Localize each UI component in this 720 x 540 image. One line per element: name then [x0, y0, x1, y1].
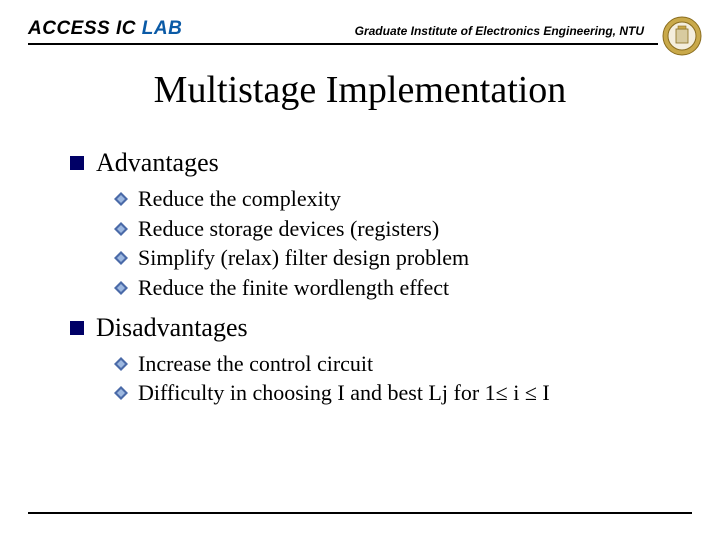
list-item-text: Reduce storage devices (registers) [138, 214, 439, 244]
list-item-text: Increase the control circuit [138, 349, 373, 379]
section-heading: Disadvantages [70, 313, 720, 343]
diamond-bullet-icon [114, 357, 128, 371]
slide-content: Advantages Reduce the complexity Reduce … [0, 112, 720, 408]
list-item: Reduce the complexity [114, 184, 720, 214]
square-bullet-icon [70, 156, 84, 170]
list-item-text: Reduce the finite wordlength effect [138, 273, 449, 303]
diamond-bullet-icon [114, 386, 128, 400]
section-heading-text: Disadvantages [96, 313, 248, 343]
list-item: Reduce the finite wordlength effect [114, 273, 720, 303]
header-rule [28, 43, 658, 45]
institute-name: Graduate Institute of Electronics Engine… [355, 24, 644, 40]
diamond-bullet-icon [114, 192, 128, 206]
list-item-text: Simplify (relax) filter design problem [138, 243, 469, 273]
lab-name: ACCESS IC LAB [28, 18, 182, 40]
diamond-bullet-icon [114, 251, 128, 265]
slide-header: ACCESS IC LAB Graduate Institute of Elec… [0, 0, 720, 40]
list-item: Simplify (relax) filter design problem [114, 243, 720, 273]
slide-title: Multistage Implementation [0, 68, 720, 112]
diamond-bullet-icon [114, 281, 128, 295]
section-items: Increase the control circuit Difficulty … [70, 349, 720, 408]
list-item: Difficulty in choosing I and best Lj for… [114, 378, 720, 408]
section-heading: Advantages [70, 148, 720, 178]
list-item-text: Difficulty in choosing I and best Lj for… [138, 378, 550, 408]
section-heading-text: Advantages [96, 148, 219, 178]
lab-prefix: ACCESS IC [28, 18, 142, 39]
list-item: Reduce storage devices (registers) [114, 214, 720, 244]
list-item: Increase the control circuit [114, 349, 720, 379]
section-items: Reduce the complexity Reduce storage dev… [70, 184, 720, 303]
ntu-seal-icon [662, 16, 702, 56]
footer-rule [28, 512, 692, 514]
square-bullet-icon [70, 321, 84, 335]
lab-suffix: LAB [142, 18, 183, 39]
list-item-text: Reduce the complexity [138, 184, 341, 214]
diamond-bullet-icon [114, 222, 128, 236]
